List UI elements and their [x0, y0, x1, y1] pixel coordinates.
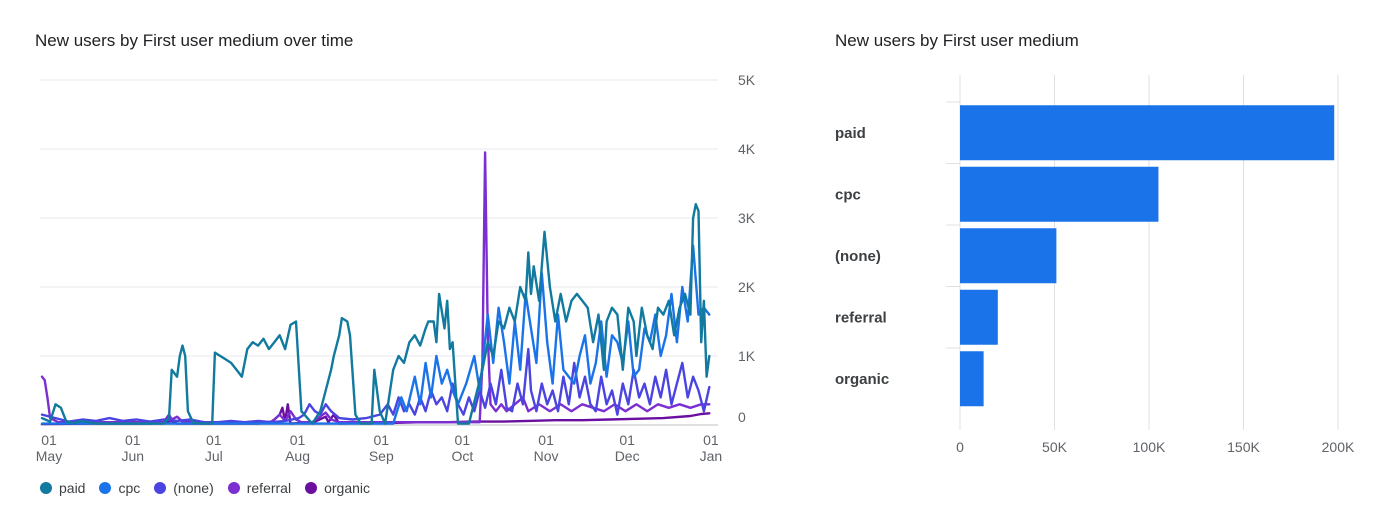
x-tick-month-label: May [36, 448, 62, 464]
bar-x-tick-label: 50K [1042, 439, 1068, 455]
x-tick-day-label: 01 [538, 432, 554, 448]
x-tick-day-label: 01 [455, 432, 471, 448]
bar-x-tick-label: 150K [1227, 439, 1260, 455]
bar-chart-title: New users by First user medium [835, 31, 1079, 50]
x-tick-day-label: 01 [374, 432, 390, 448]
y-tick-label: 5K [738, 72, 756, 88]
x-tick-month-label: Aug [285, 448, 310, 464]
x-tick-day-label: 01 [619, 432, 635, 448]
bar-category-label: (none) [835, 248, 881, 265]
line-chart-x-axis: 01May01Jun01Jul01Aug01Sep01Oct01Nov01Dec… [36, 432, 722, 464]
series-line-referral [40, 151, 711, 424]
x-tick-day-label: 01 [290, 432, 306, 448]
x-tick-month-label: Jan [700, 448, 723, 464]
legend-item-none[interactable]: (none) [154, 480, 214, 496]
x-tick-month-label: Dec [615, 448, 640, 464]
x-tick-day-label: 01 [206, 432, 222, 448]
legend-label: cpc [118, 480, 141, 496]
bar-category-label: paid [835, 125, 866, 142]
x-tick-day-label: 01 [41, 432, 57, 448]
x-tick-month-label: Jun [121, 448, 144, 464]
bar-category-label: cpc [835, 186, 861, 203]
x-tick-day-label: 01 [703, 432, 719, 448]
bar-organic [960, 351, 984, 407]
legend-label: (none) [173, 480, 214, 496]
legend-swatch [305, 482, 318, 494]
y-tick-label: 0 [738, 409, 746, 425]
bar-x-tick-label: 0 [956, 439, 964, 455]
bar-paid [960, 105, 1335, 161]
legend-item-referral[interactable]: referral [227, 480, 292, 496]
bar-chart-bars [960, 105, 1335, 407]
y-tick-label: 3K [738, 210, 756, 226]
line-chart-title: New users by First user medium over time [35, 31, 354, 50]
legend-label: paid [59, 480, 86, 496]
legend-item-organic[interactable]: organic [305, 480, 370, 496]
legend-swatch [99, 482, 112, 494]
legend-label: organic [324, 480, 371, 496]
bar-x-tick-label: 200K [1322, 439, 1355, 455]
x-tick-day-label: 01 [125, 432, 141, 448]
series-line-paid [40, 203, 711, 425]
bar-category-label: referral [835, 309, 887, 326]
series-line-none [40, 347, 711, 424]
legend-item-paid[interactable]: paid [40, 480, 85, 496]
bar-cpc [960, 166, 1159, 222]
x-tick-month-label: Oct [451, 448, 473, 464]
x-tick-month-label: Nov [534, 448, 559, 464]
line-chart-grid [40, 79, 718, 426]
line-chart-y-axis: 0 1K 2K 3K 4K 5K [738, 72, 756, 425]
bar-referral [960, 289, 998, 345]
legend-swatch [154, 482, 167, 494]
y-tick-label: 4K [738, 141, 756, 157]
legend-swatch [40, 482, 52, 494]
y-tick-label: 2K [738, 279, 756, 295]
legend-label: referral [246, 480, 292, 496]
line-chart-series [40, 151, 711, 426]
x-tick-month-label: Sep [369, 448, 394, 464]
bar-category-label: organic [835, 371, 889, 388]
x-tick-month-label: Jul [205, 448, 223, 464]
legend-item-cpc[interactable]: cpc [99, 480, 140, 496]
bar-x-tick-label: 100K [1133, 439, 1166, 455]
line-chart-legend: paid cpc (none) referral organic [40, 480, 384, 496]
y-tick-label: 1K [738, 348, 756, 364]
bar-chart-x-axis: 0 50K 100K 150K 200K [956, 439, 1355, 455]
bar-none [960, 228, 1057, 284]
legend-swatch [227, 482, 240, 494]
bar-chart-category-labels: paid cpc (none) referral organic [835, 125, 889, 388]
